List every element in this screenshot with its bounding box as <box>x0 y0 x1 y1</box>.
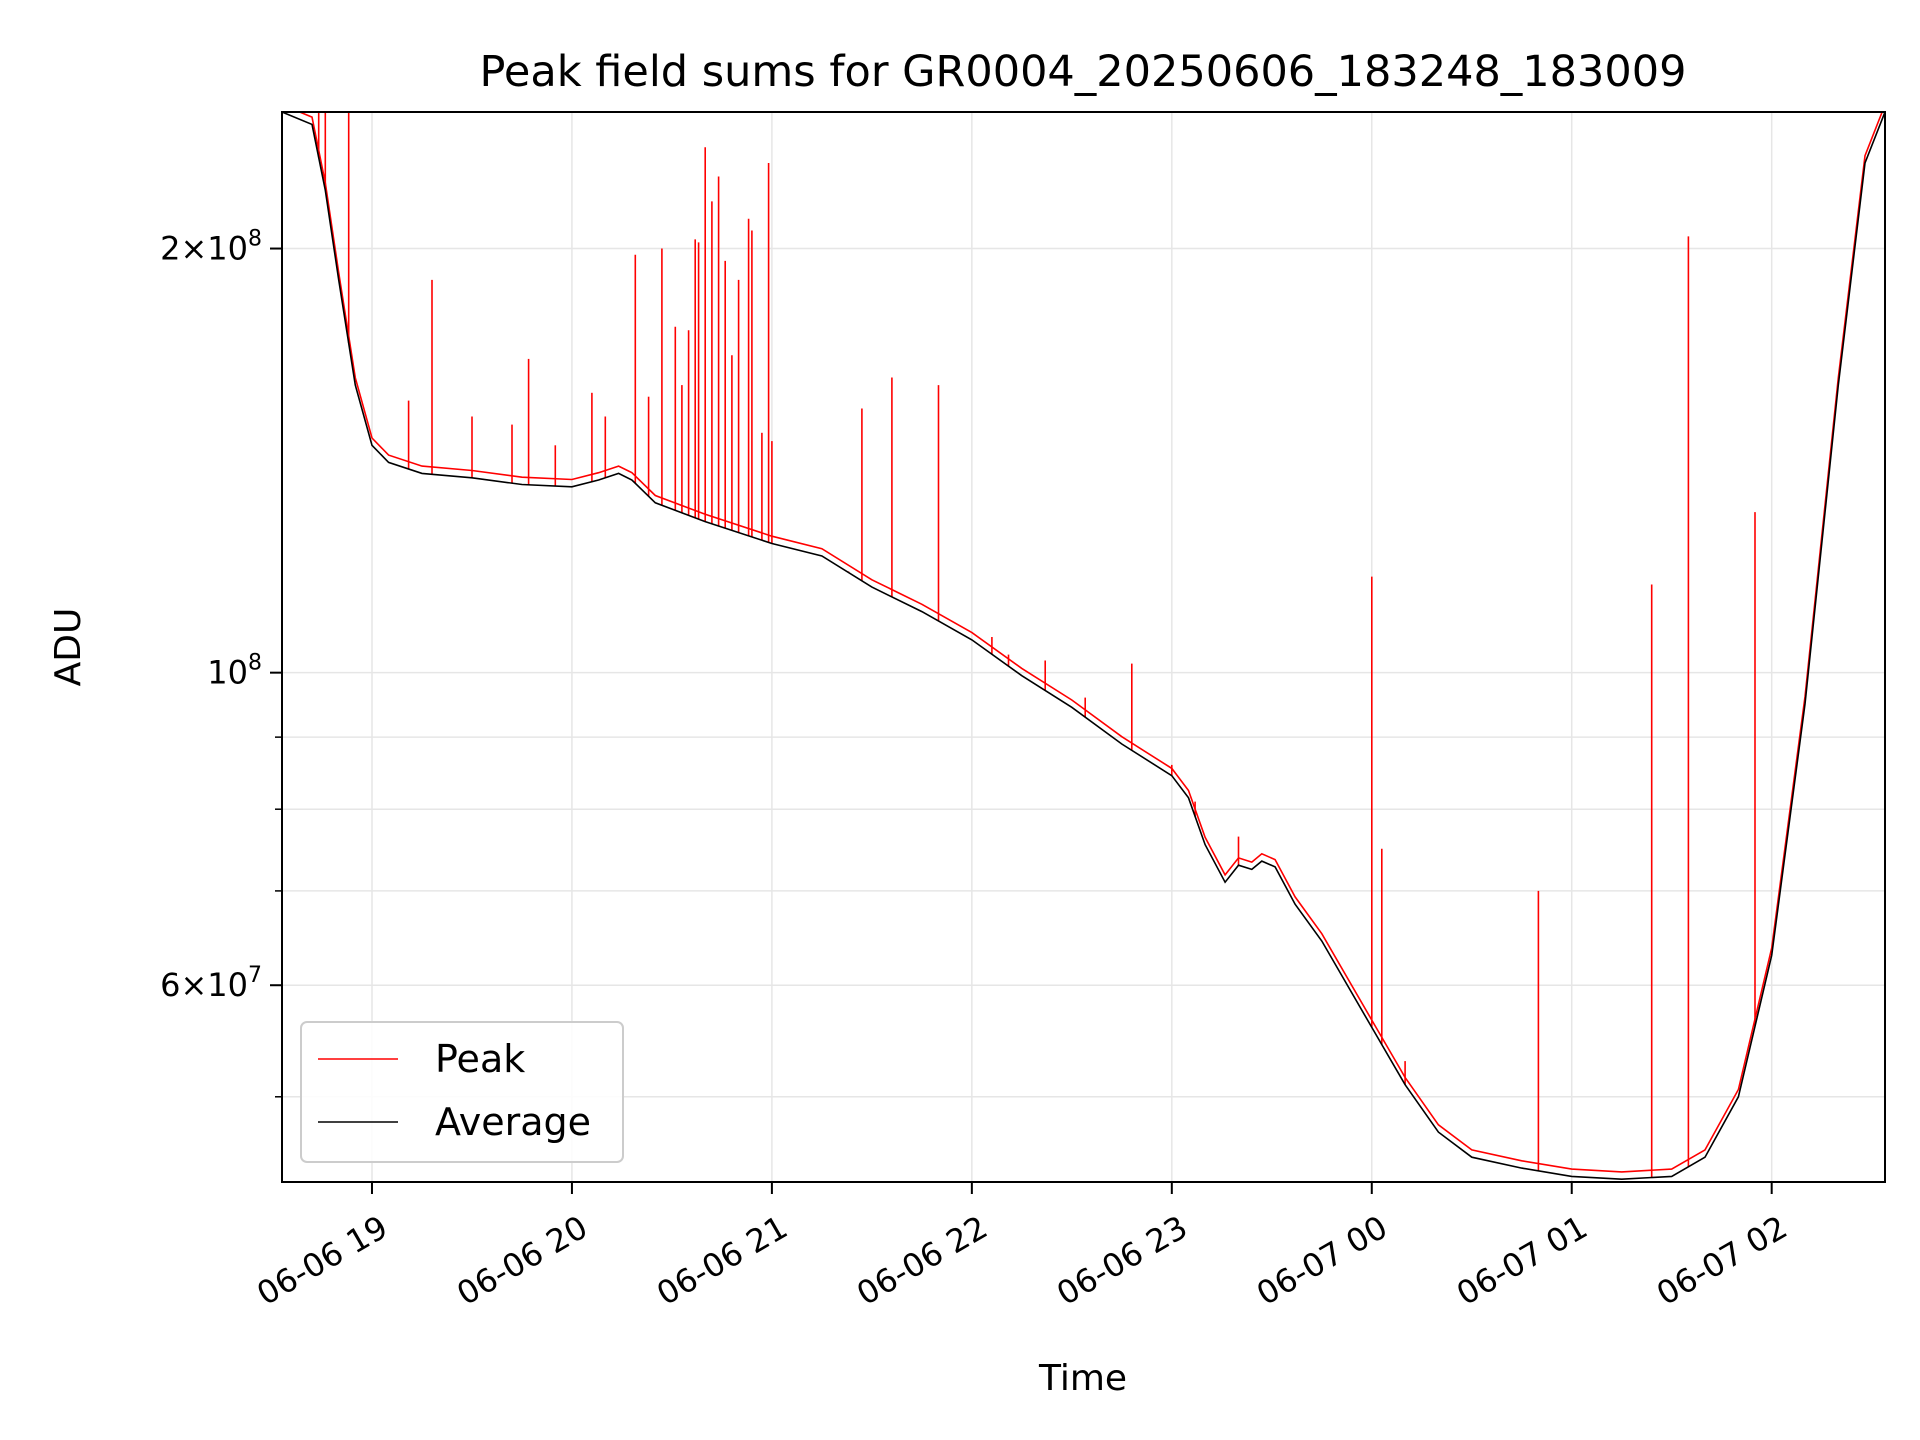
average-series-line <box>282 112 1885 1181</box>
y-tick-label: 2×108 <box>160 227 262 268</box>
legend-box <box>300 1021 624 1163</box>
legend: Peak Average <box>300 1021 624 1163</box>
y-tick-label: 6×107 <box>160 963 262 1004</box>
plot-frame <box>281 111 1886 1183</box>
x-axis-title: Time <box>1038 1358 1127 1399</box>
y-tick-label: 108 <box>207 651 262 692</box>
y-tick-label-base: 10 <box>207 654 248 692</box>
series-layer <box>282 112 1885 1181</box>
legend-peak-label: Peak <box>435 1037 525 1081</box>
chart-title: Peak field sums for GR0004_20250606_1832… <box>480 47 1687 97</box>
y-tick-label-exponent: 7 <box>248 963 262 988</box>
y-tick-label-exponent: 8 <box>248 227 262 252</box>
legend-average-label: Average <box>435 1100 591 1144</box>
y-tick-label-exponent: 8 <box>248 651 262 676</box>
plot-area <box>282 112 1885 1181</box>
grid-lines <box>282 112 1885 1182</box>
y-tick-label-base: 2×10 <box>160 230 248 268</box>
y-axis-title: ADU <box>48 608 89 687</box>
y-tick-label-base: 6×10 <box>160 966 248 1004</box>
